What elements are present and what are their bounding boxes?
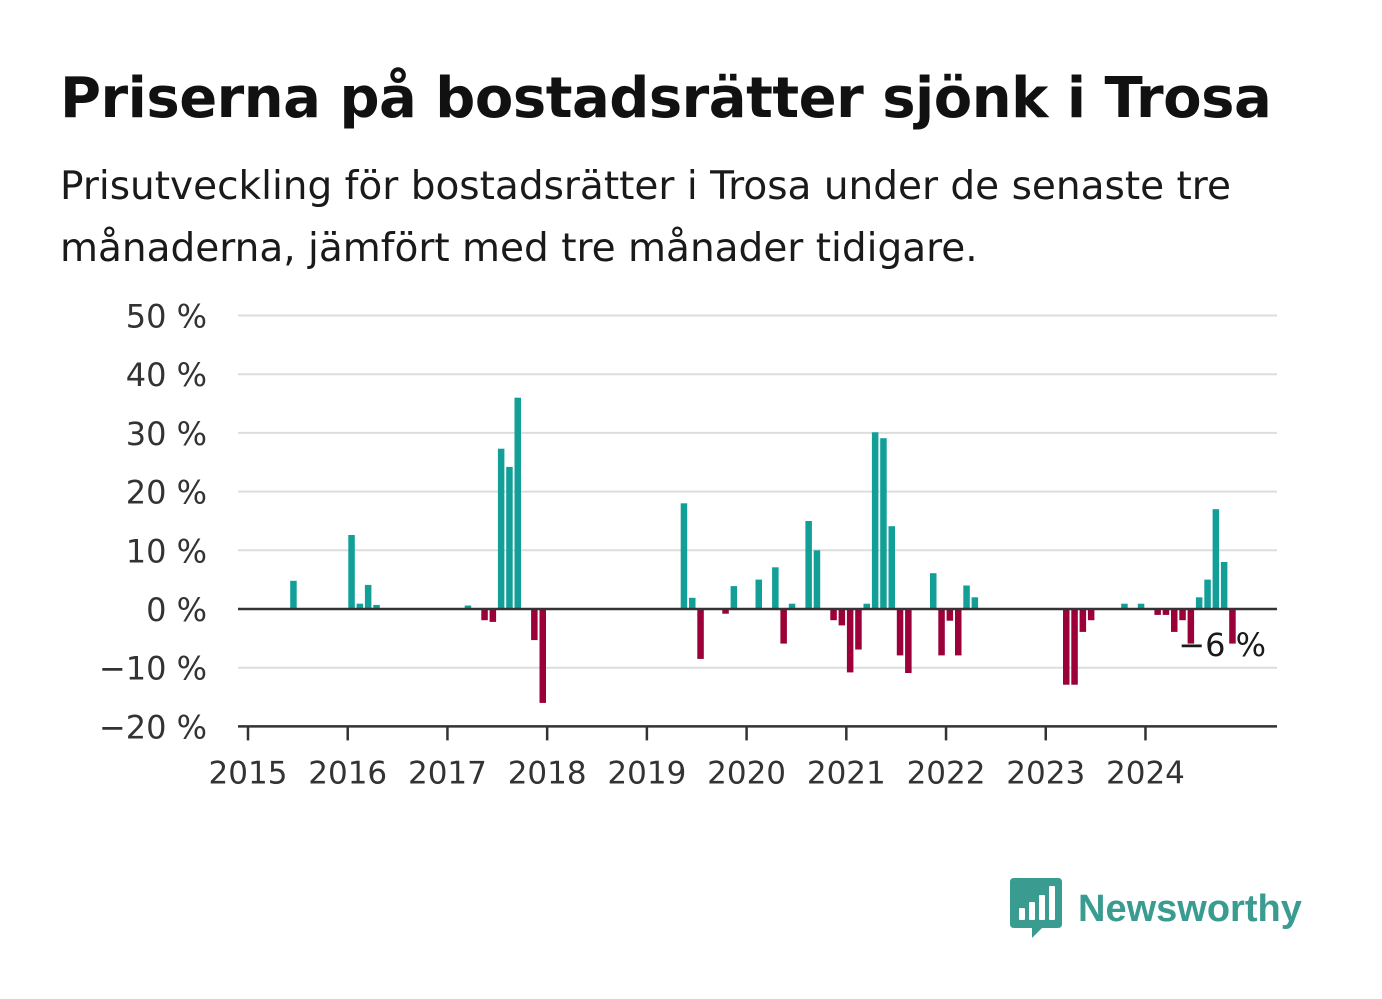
bar — [871, 432, 879, 609]
bar — [356, 603, 364, 609]
y-tick-label: 50 % — [126, 298, 207, 336]
bar — [722, 609, 729, 614]
bar — [1195, 597, 1203, 609]
bar — [888, 526, 895, 609]
bar — [896, 609, 904, 656]
bar — [1171, 609, 1178, 632]
bar — [1204, 579, 1211, 609]
bar — [955, 609, 962, 656]
bar — [755, 579, 762, 609]
bar — [830, 609, 837, 621]
bar — [689, 597, 696, 609]
bar — [813, 550, 821, 609]
y-tick-label: 30 % — [126, 415, 207, 453]
x-tick-label: 2018 — [508, 755, 587, 791]
bar — [788, 603, 796, 609]
bar — [531, 609, 538, 641]
bar — [1079, 609, 1087, 632]
bar — [863, 603, 870, 609]
bar — [481, 609, 488, 621]
bar — [963, 585, 970, 609]
x-tick-label: 2024 — [1106, 755, 1185, 791]
x-tick-label: 2020 — [707, 755, 786, 791]
x-tick-label: 2015 — [209, 755, 288, 791]
bar — [880, 438, 887, 609]
bar-chart-speech-bubble-icon — [1010, 878, 1062, 938]
bar — [506, 466, 513, 609]
bar — [1220, 562, 1228, 609]
y-tick-label: 0 % — [146, 591, 207, 629]
bar — [838, 609, 846, 626]
x-tick-label: 2016 — [308, 755, 387, 791]
bar — [846, 609, 854, 673]
y-tick-label: −10 % — [99, 650, 207, 688]
y-tick-label: 20 % — [126, 474, 207, 512]
y-tick-label: 10 % — [126, 532, 207, 570]
y-tick-label: −20 % — [99, 708, 207, 746]
bar — [514, 397, 521, 609]
bar — [905, 609, 912, 673]
bar — [464, 605, 472, 609]
bar — [1229, 609, 1236, 644]
x-tick-label: 2019 — [607, 755, 686, 791]
x-tick-label: 2017 — [408, 755, 487, 791]
chart-title: Priserna på bostadsrätter sjönk i Trosa — [60, 66, 1272, 131]
bar — [489, 609, 497, 622]
last-value-label: −6 % — [1178, 626, 1266, 664]
bar — [780, 609, 787, 644]
bar — [1071, 609, 1078, 685]
x-tick-label: 2021 — [807, 755, 886, 791]
bar — [1162, 609, 1170, 615]
bar — [930, 573, 937, 609]
brand-name: Newsworthy — [1078, 887, 1302, 930]
y-tick-label: 40 % — [126, 356, 207, 394]
bar — [539, 609, 546, 703]
bar — [730, 586, 738, 609]
bar — [373, 604, 380, 609]
bar — [946, 609, 954, 621]
bar — [1137, 603, 1145, 609]
bar — [805, 521, 812, 609]
newsworthy-logo: Newsworthy — [1010, 878, 1302, 940]
bar — [938, 609, 945, 656]
bar — [1212, 509, 1220, 609]
x-tick-label: 2022 — [907, 755, 986, 791]
bar — [1121, 603, 1128, 609]
bar — [680, 503, 688, 609]
bar — [1154, 609, 1161, 615]
bar — [348, 535, 355, 609]
bar — [290, 580, 297, 609]
bar — [1087, 609, 1095, 621]
bar — [855, 609, 862, 650]
x-tick-label: 2023 — [1006, 755, 1085, 791]
bar — [697, 609, 704, 659]
chart-subtitle: Prisutveckling för bostadsrätter i Trosa… — [60, 164, 1231, 271]
bar — [1063, 609, 1070, 685]
bar — [497, 448, 505, 609]
bar — [772, 567, 779, 609]
bar — [1179, 609, 1186, 621]
bar — [971, 597, 979, 609]
bar — [364, 584, 372, 609]
bar — [1187, 609, 1195, 644]
